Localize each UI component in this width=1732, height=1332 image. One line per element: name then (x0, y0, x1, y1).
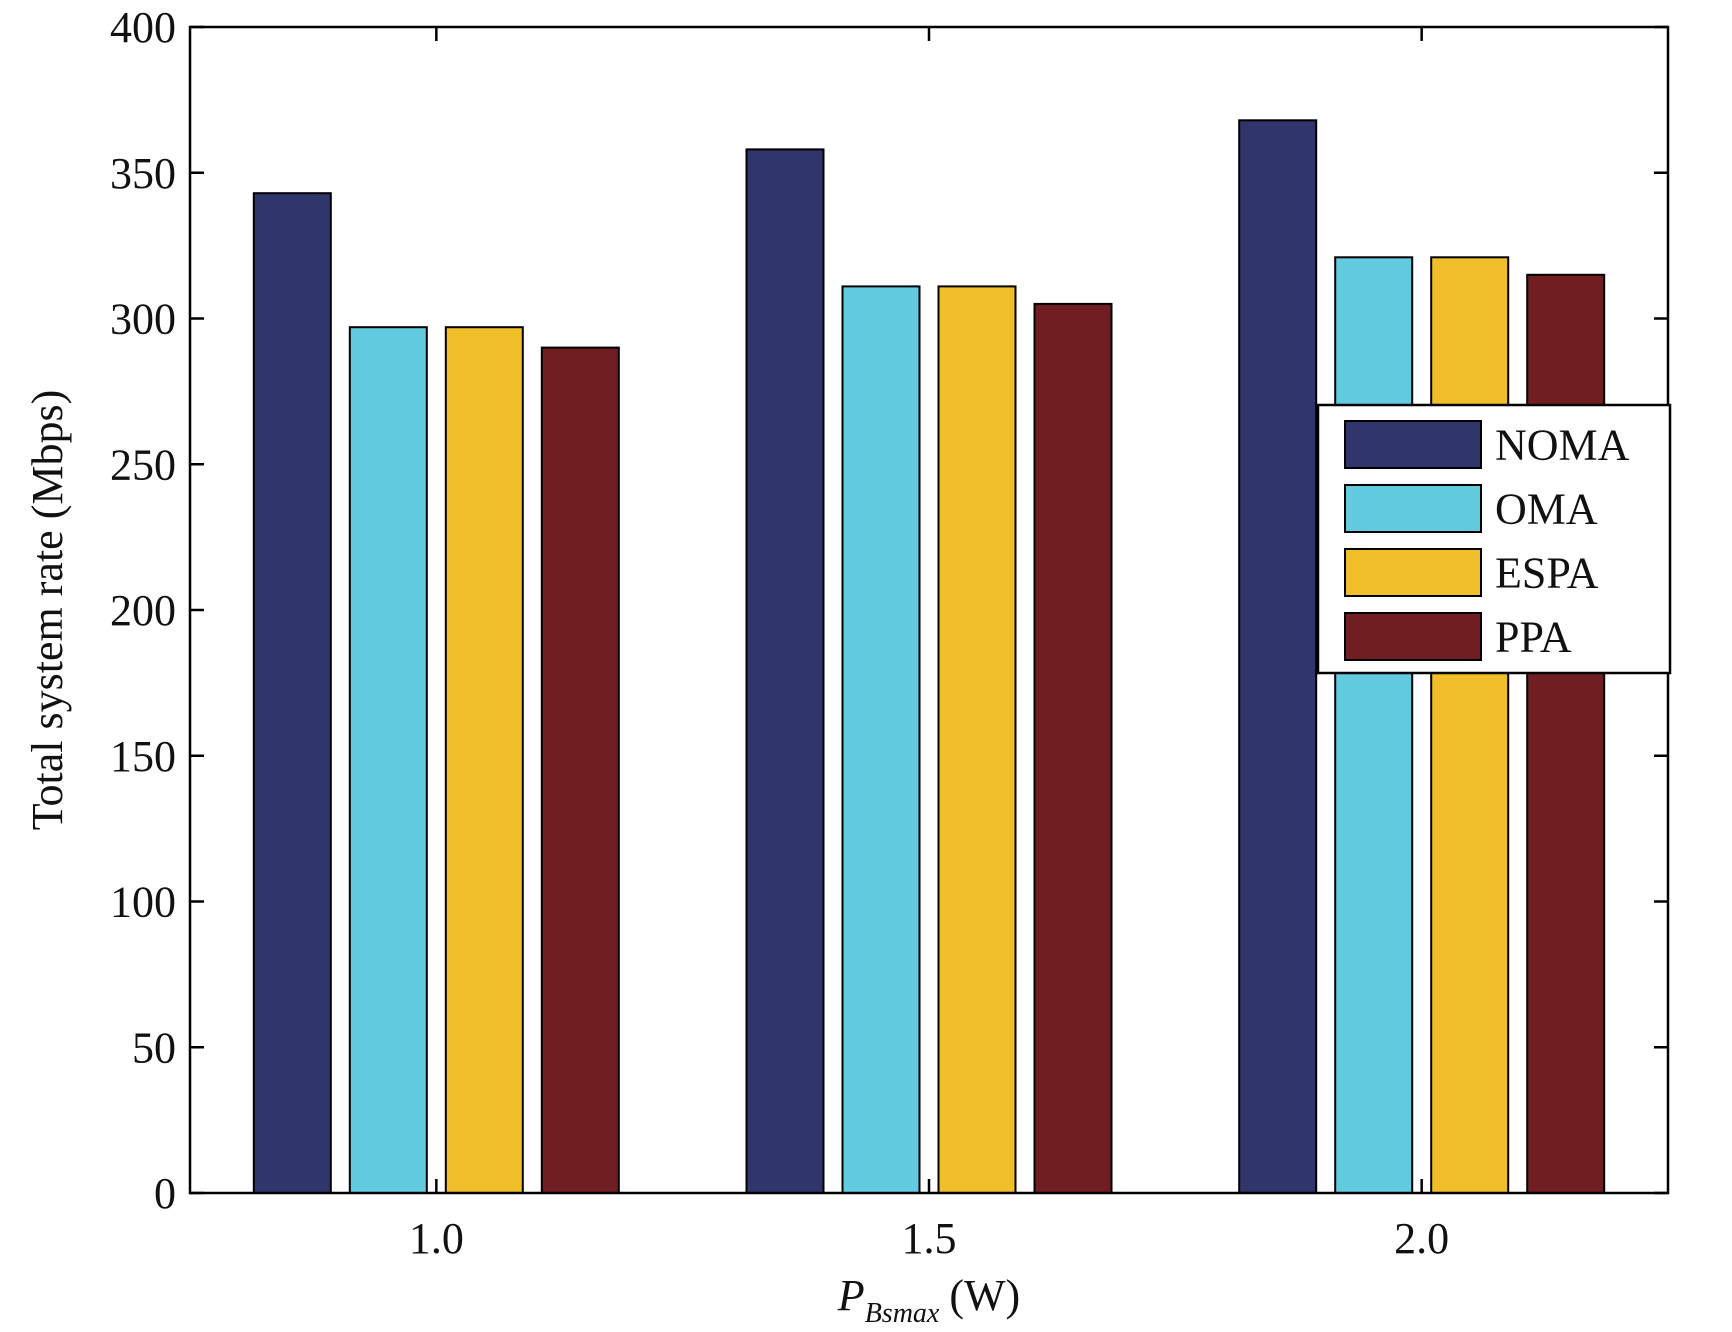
legend-swatch-ppa (1344, 612, 1482, 661)
y-tick-label: 400 (110, 3, 176, 52)
y-tick-label: 150 (110, 732, 176, 781)
y-tick-label: 350 (110, 149, 176, 198)
y-tick-label: 200 (110, 586, 176, 635)
x-axis-title: PBsmax (W) (837, 1271, 1020, 1327)
bar-noma-1-5 (745, 148, 825, 1194)
bar-oma-1-0 (348, 326, 428, 1194)
bar-espa-1-0 (444, 326, 524, 1194)
x-axis: 1.0 1.5 2.0 (409, 27, 1449, 1263)
y-axis: 0 50 100 150 200 250 300 350 400 (110, 3, 1668, 1218)
x-axis-title-subscript: Bsmax (865, 1298, 940, 1327)
x-tick-label: 1.0 (409, 1214, 464, 1263)
bar-espa-1-5 (937, 285, 1017, 1194)
x-tick-label: 1.5 (902, 1214, 957, 1263)
legend-swatch-espa (1344, 548, 1482, 597)
y-tick-label: 50 (132, 1023, 176, 1072)
legend-swatch-oma (1344, 484, 1482, 533)
y-tick-label: 0 (154, 1169, 176, 1218)
bar-noma-1-0 (252, 192, 332, 1194)
x-tick-label: 2.0 (1394, 1214, 1449, 1263)
y-axis-title: Total system rate (Mbps) (23, 390, 72, 831)
legend-label-espa: ESPA (1495, 549, 1599, 598)
y-tick-label: 100 (110, 878, 176, 927)
legend-label-ppa: PPA (1495, 613, 1572, 662)
bar-ppa-1-0 (540, 346, 620, 1195)
legend-swatch-noma (1344, 420, 1482, 469)
y-tick-label: 250 (110, 440, 176, 489)
x-axis-title-unit: (W) (949, 1271, 1020, 1320)
legend-label-noma: NOMA (1495, 421, 1630, 470)
bar-oma-2-0 (1334, 256, 1414, 1194)
y-tick-label: 300 (110, 295, 176, 344)
legend-items: NOMA OMA ESPA PPA (1344, 420, 1630, 662)
bar-espa-2-0 (1430, 256, 1510, 1194)
bar-noma-2-0 (1238, 119, 1318, 1194)
legend-label-oma: OMA (1495, 485, 1598, 534)
x-axis-title-main: P (837, 1271, 865, 1320)
bar-ppa-1-5 (1033, 302, 1113, 1194)
bar-oma-1-5 (841, 285, 921, 1194)
legend: NOMA OMA ESPA PPA (1316, 403, 1672, 675)
